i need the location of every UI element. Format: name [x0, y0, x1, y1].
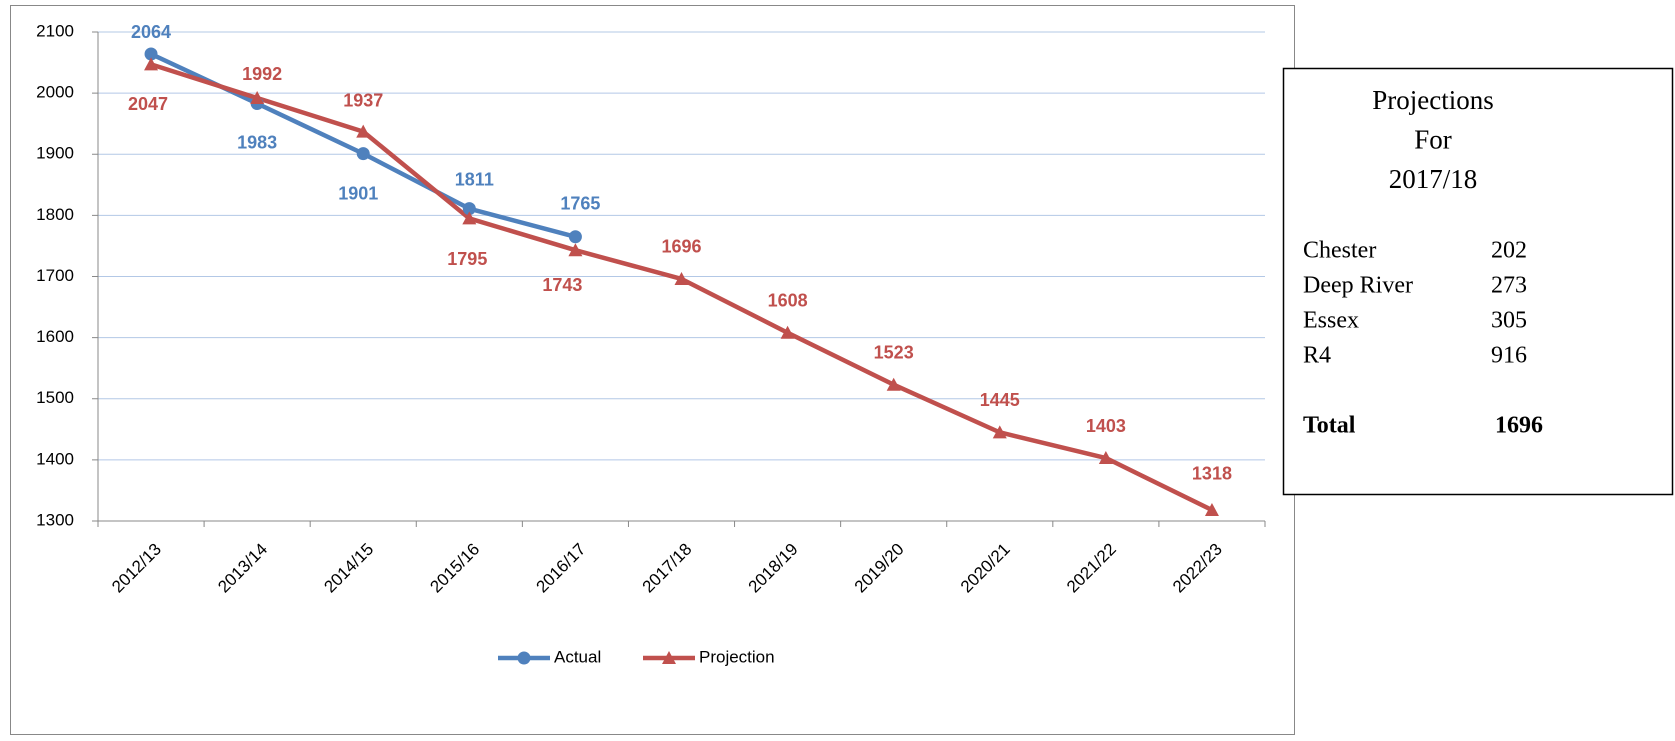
data-label: 2064 — [131, 22, 171, 42]
y-tick-label: 1700 — [36, 266, 74, 285]
legend-marker — [517, 651, 531, 665]
y-tick-label: 1300 — [36, 510, 74, 529]
data-label: 1523 — [874, 342, 914, 362]
y-tick-label: 2000 — [36, 83, 74, 102]
point — [568, 243, 583, 257]
y-tick-label: 1800 — [36, 205, 74, 224]
box-title: 2017/18 — [1389, 164, 1478, 194]
point — [144, 57, 159, 71]
point — [674, 271, 689, 285]
point — [250, 91, 265, 105]
data-label: 1983 — [237, 132, 277, 152]
box-title: Projections — [1372, 85, 1494, 115]
data-label: 1795 — [447, 249, 487, 269]
data-label: 1318 — [1192, 464, 1232, 484]
box-row-name: R4 — [1303, 343, 1331, 369]
box-total-name: Total — [1303, 413, 1356, 439]
point — [144, 47, 158, 61]
point — [462, 202, 476, 216]
data-label: 1608 — [768, 290, 808, 310]
box-row-value: 273 — [1491, 273, 1527, 299]
point — [1204, 502, 1219, 516]
box-row-name: Deep River — [1303, 273, 1413, 299]
box-total-value: 1696 — [1495, 413, 1543, 439]
data-label: 1901 — [338, 183, 378, 203]
data-label: 1937 — [343, 90, 383, 110]
box-row-name: Chester — [1303, 238, 1376, 264]
y-tick-label: 2100 — [36, 21, 74, 40]
point — [992, 425, 1007, 439]
box-row-value: 202 — [1491, 238, 1527, 264]
legend-label: Projection — [699, 647, 775, 666]
point — [886, 377, 901, 391]
y-tick-label: 1500 — [36, 388, 74, 407]
chart-frame — [10, 5, 1295, 735]
data-label: 1403 — [1086, 416, 1126, 436]
box-row-name: Essex — [1303, 308, 1359, 334]
point — [356, 124, 371, 138]
legend-label: Actual — [554, 647, 601, 666]
legend-marker — [662, 651, 676, 664]
data-label: 1445 — [980, 390, 1020, 410]
data-label: 1992 — [242, 64, 282, 84]
box-row-value: 916 — [1491, 343, 1527, 369]
point — [780, 325, 795, 339]
y-tick-label: 1900 — [36, 144, 74, 163]
data-label: 1811 — [455, 169, 494, 189]
point — [568, 230, 582, 244]
data-label: 1765 — [560, 194, 600, 214]
text-box — [1282, 67, 1674, 496]
data-label: 1696 — [661, 237, 701, 257]
y-tick-label: 1600 — [36, 327, 74, 346]
data-label: 2047 — [128, 94, 168, 114]
point — [1098, 451, 1113, 465]
box-row-value: 305 — [1491, 308, 1527, 334]
data-label: 1743 — [542, 275, 582, 295]
point — [356, 147, 370, 161]
point — [462, 211, 477, 225]
box-title: For — [1414, 125, 1452, 155]
y-tick-label: 1400 — [36, 449, 74, 468]
